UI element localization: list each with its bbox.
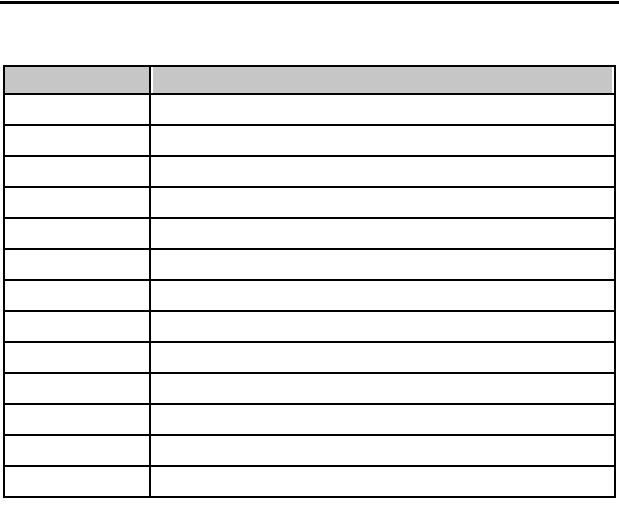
header-cell-left (3, 65, 151, 95)
table-cell (149, 341, 616, 374)
table-row (3, 372, 616, 405)
table-row (3, 217, 616, 250)
table-cell (149, 93, 616, 126)
table-row (3, 248, 616, 281)
top-rule (0, 1, 619, 4)
table-cell (149, 186, 616, 219)
table-cell (149, 310, 616, 343)
table-row (3, 310, 616, 343)
table-cell (149, 465, 616, 498)
table-row (3, 186, 616, 219)
table-cell (3, 217, 151, 250)
table-row (3, 124, 616, 157)
table-cell (149, 217, 616, 250)
table-cell (149, 279, 616, 312)
table-row (3, 403, 616, 436)
table-row (3, 341, 616, 374)
table-cell (149, 155, 616, 188)
table-row (3, 93, 616, 126)
table-cell (3, 372, 151, 405)
table-row (3, 279, 616, 312)
empty-two-column-table (3, 65, 616, 498)
table-cell (3, 403, 151, 436)
header-cell-right (149, 65, 616, 95)
table-cell (3, 155, 151, 188)
table-cell (3, 93, 151, 126)
table-cell (149, 124, 616, 157)
table-cell (149, 248, 616, 281)
table-cell (149, 434, 616, 467)
table-cell (3, 279, 151, 312)
table-header-row (3, 65, 616, 95)
table-cell (3, 248, 151, 281)
table-row (3, 434, 616, 467)
table-row (3, 465, 616, 498)
table-cell (3, 434, 151, 467)
table-cell (3, 465, 151, 498)
table-cell (149, 372, 616, 405)
table-cell (149, 403, 616, 436)
table-cell (3, 186, 151, 219)
table-row (3, 155, 616, 188)
table-cell (3, 310, 151, 343)
table-body (3, 93, 616, 498)
table-cell (3, 341, 151, 374)
table-cell (3, 124, 151, 157)
